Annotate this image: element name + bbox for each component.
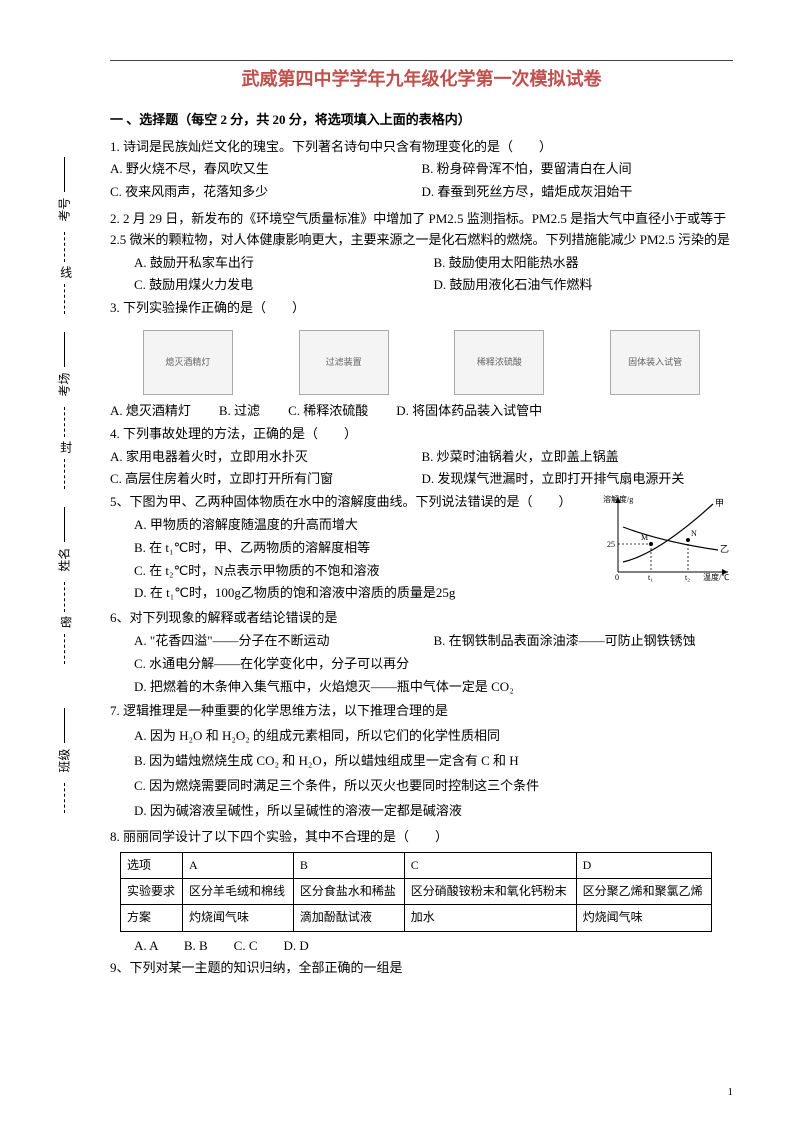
page-title: 武威第四中学学年九年级化学第一次模拟试卷 xyxy=(110,65,733,94)
q8-r2-a: 灼烧闻气味 xyxy=(183,905,294,931)
q8-r1-a: 区分羊毛绒和棉线 xyxy=(183,879,294,905)
svg-text:M: M xyxy=(641,533,648,542)
svg-text:t₁: t₁ xyxy=(648,573,653,582)
q1-stem: 1. 诗词是民族灿烂文化的瑰宝。下列著名诗句中只含有物理变化的是（ ） xyxy=(110,137,733,158)
q1-opt-a: A. 野火烧不尽，春风吹又生 xyxy=(110,159,422,180)
q1-opt-d: D. 春蚕到死丝方尽，蜡炬成灰泪始干 xyxy=(422,182,734,203)
q7-opt-b: B. 因为蜡烛燃烧生成 CO₂ 和 H₂O，所以蜡烛组成里一定含有 C 和 H xyxy=(110,751,733,772)
q8-r1-label: 实验要求 xyxy=(121,879,183,905)
q4-stem: 4. 下列事故处理的方法，正确的是（ ） xyxy=(110,424,733,445)
svg-text:甲: 甲 xyxy=(715,498,724,508)
table-row: 实验要求 区分羊毛绒和棉线 区分食盐水和稀盐 区分硝酸铵粉末和氧化钙粉末 区分聚… xyxy=(121,879,712,905)
q3-opt-b: B. 过滤 xyxy=(219,401,260,422)
q3-img-a: 熄灭酒精灯 xyxy=(143,330,233,395)
page-number: 1 xyxy=(728,1084,734,1102)
page-content: 武威第四中学学年九年级化学第一次模拟试卷 一 、选择题（每空 2 分，共 20 … xyxy=(0,0,793,1001)
svg-text:N: N xyxy=(691,529,697,538)
q8-h3: C xyxy=(404,853,576,879)
q4-opt-c: C. 高层住房着火时，立即打开所有门窗 xyxy=(110,469,422,490)
q8-answers: A. A B. B C. C D. D xyxy=(110,936,733,957)
q8-r2-b: 滴加酚酞试液 xyxy=(293,905,404,931)
svg-text:0: 0 xyxy=(615,573,619,582)
q8-table: 选项 A B C D 实验要求 区分羊毛绒和棉线 区分食盐水和稀盐 区分硝酸铵粉… xyxy=(120,852,712,932)
svg-text:溶解度/g: 溶解度/g xyxy=(603,494,633,504)
q8-h4: D xyxy=(576,853,711,879)
q2-opt-b: B. 鼓励使用太阳能热水器 xyxy=(434,253,734,274)
q3-img-b: 过滤装置 xyxy=(299,330,389,395)
q3-img-d: 固体装入试管 xyxy=(610,330,700,395)
svg-text:温度/℃: 温度/℃ xyxy=(703,572,729,582)
q6-opt-d: D. 把燃着的木条伸入集气瓶中，火焰熄灭——瓶中气体一定是 CO₂ xyxy=(110,677,733,698)
q2-stem: 2. 2 月 29 日，新发布的《环境空气质量标准》中增加了 PM2.5 监测指… xyxy=(110,209,733,251)
q2-opt-d: D. 鼓励用液化石油气作燃料 xyxy=(434,275,734,296)
q3-opt-c: C. 稀释浓硫酸 xyxy=(288,401,368,422)
table-row: 选项 A B C D xyxy=(121,853,712,879)
svg-text:25: 25 xyxy=(607,540,615,549)
q1-opt-b: B. 粉身碎骨浑不怕，要留清白在人间 xyxy=(422,159,734,180)
svg-text:t₂: t₂ xyxy=(685,573,690,582)
q5-opt-d: D. 在 t₁℃时，100g乙物质的饱和溶液中溶质的质量是25g xyxy=(110,583,733,604)
q7-opt-a: A. 因为 H₂O 和 H₂O₂ 的组成元素相同，所以它们的化学性质相同 xyxy=(110,726,733,747)
q6-opt-c: C. 水通电分解——在化学变化中，分子可以再分 xyxy=(110,654,733,675)
q8-r2-d: 灼烧闻气味 xyxy=(576,905,711,931)
q3-img-c: 稀释浓硫酸 xyxy=(454,330,544,395)
q2-opt-a: A. 鼓励开私家车出行 xyxy=(134,253,434,274)
q8-r1-d: 区分聚乙烯和聚氯乙烯 xyxy=(576,879,711,905)
q7-opt-c: C. 因为燃烧需要同时满足三个条件，所以灭火也要同时控制这三个条件 xyxy=(110,776,733,797)
q7-stem: 7. 逻辑推理是一种重要的化学思维方法，以下推理合理的是 xyxy=(110,701,733,722)
section-1-heading: 一 、选择题（每空 2 分，共 20 分，将选项填入上面的表格内） xyxy=(110,110,733,131)
q8-r1-c: 区分硝酸铵粉末和氧化钙粉末 xyxy=(404,879,576,905)
q4-opt-b: B. 炒菜时油锅着火，立即盖上锅盖 xyxy=(422,447,734,468)
q8-h0: 选项 xyxy=(121,853,183,879)
q1-opt-c: C. 夜来风雨声，花落知多少 xyxy=(110,182,422,203)
q8-r1-b: 区分食盐水和稀盐 xyxy=(293,879,404,905)
q4-opt-d: D. 发现煤气泄漏时，立即打开排气扇电源开关 xyxy=(422,469,734,490)
q2-opt-c: C. 鼓励用煤火力发电 xyxy=(134,275,434,296)
q9-stem: 9、下列对某一主题的知识归纳，全部正确的一组是 xyxy=(110,958,733,979)
q8-r2-label: 方案 xyxy=(121,905,183,931)
q3-stem: 3. 下列实验操作正确的是（ ） xyxy=(110,298,733,319)
q5-graph: 溶解度/g 25 0 t₁ t₂ 温度/℃ 甲 乙 M N xyxy=(603,492,733,582)
q8-r2-c: 加水 xyxy=(404,905,576,931)
q8-h2: B xyxy=(293,853,404,879)
q6-opt-a: A. "花香四溢"——分子在不断运动 xyxy=(134,631,434,652)
q8-h1: A xyxy=(183,853,294,879)
q8-stem: 8. 丽丽同学设计了以下四个实验，其中不合理的是（ ） xyxy=(110,827,733,848)
q3-opt-a: A. 熄灭酒精灯 xyxy=(110,401,191,422)
q6-opt-b: B. 在钢铁制品表面涂油漆——可防止钢铁锈蚀 xyxy=(434,631,734,652)
q7-opt-d: D. 因为碱溶液呈碱性，所以呈碱性的溶液一定都是碱溶液 xyxy=(110,801,733,822)
q3-images: 熄灭酒精灯 过滤装置 稀释浓硫酸 固体装入试管 xyxy=(110,325,733,395)
q3-opt-d: D. 将固体药品装入试管中 xyxy=(396,401,542,422)
q4-opt-a: A. 家用电器着火时，立即用水扑灭 xyxy=(110,447,422,468)
q6-stem: 6、对下列现象的解释或者结论错误的是 xyxy=(110,608,733,629)
svg-text:乙: 乙 xyxy=(720,544,729,554)
table-row: 方案 灼烧闻气味 滴加酚酞试液 加水 灼烧闻气味 xyxy=(121,905,712,931)
